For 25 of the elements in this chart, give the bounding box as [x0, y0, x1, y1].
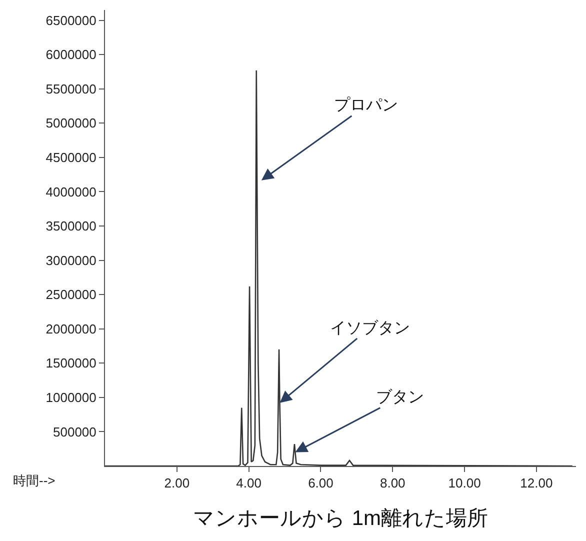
y-tick-label: 3500000: [46, 218, 96, 234]
y-tick-label: 6500000: [46, 12, 96, 28]
y-tick-label: 4500000: [46, 150, 96, 165]
y-tick-label: 5500000: [46, 81, 96, 96]
x-tick-label: 2.00: [164, 476, 190, 491]
x-tick-label: 10.00: [448, 476, 481, 491]
annotation: イソブタン: [330, 319, 410, 337]
y-tick-label: 3000000: [46, 252, 96, 268]
y-tick-label: 4000000: [46, 184, 96, 200]
annotation: プロパン: [334, 96, 398, 114]
y-tick-label: 2500000: [46, 287, 96, 302]
y-tick-label: 500000: [53, 424, 96, 440]
x-tick-label: 4.00: [236, 476, 262, 491]
x-axis-title: 時間-->: [13, 473, 56, 488]
annotation: ブタン: [376, 388, 424, 406]
y-tick-label: 5000000: [46, 116, 96, 131]
y-tick-label: 6000000: [46, 47, 96, 62]
y-tick-label: 2000000: [46, 321, 96, 336]
x-tick-label: 12.00: [520, 476, 553, 491]
x-tick-label: 8.00: [380, 476, 406, 491]
y-tick-label: 1500000: [46, 356, 96, 371]
x-tick-label: 6.00: [308, 476, 334, 491]
y-tick-label: 1000000: [46, 390, 96, 405]
line-series: [105, 70, 574, 466]
text: マンホールから 1m離れた場所: [193, 507, 488, 530]
